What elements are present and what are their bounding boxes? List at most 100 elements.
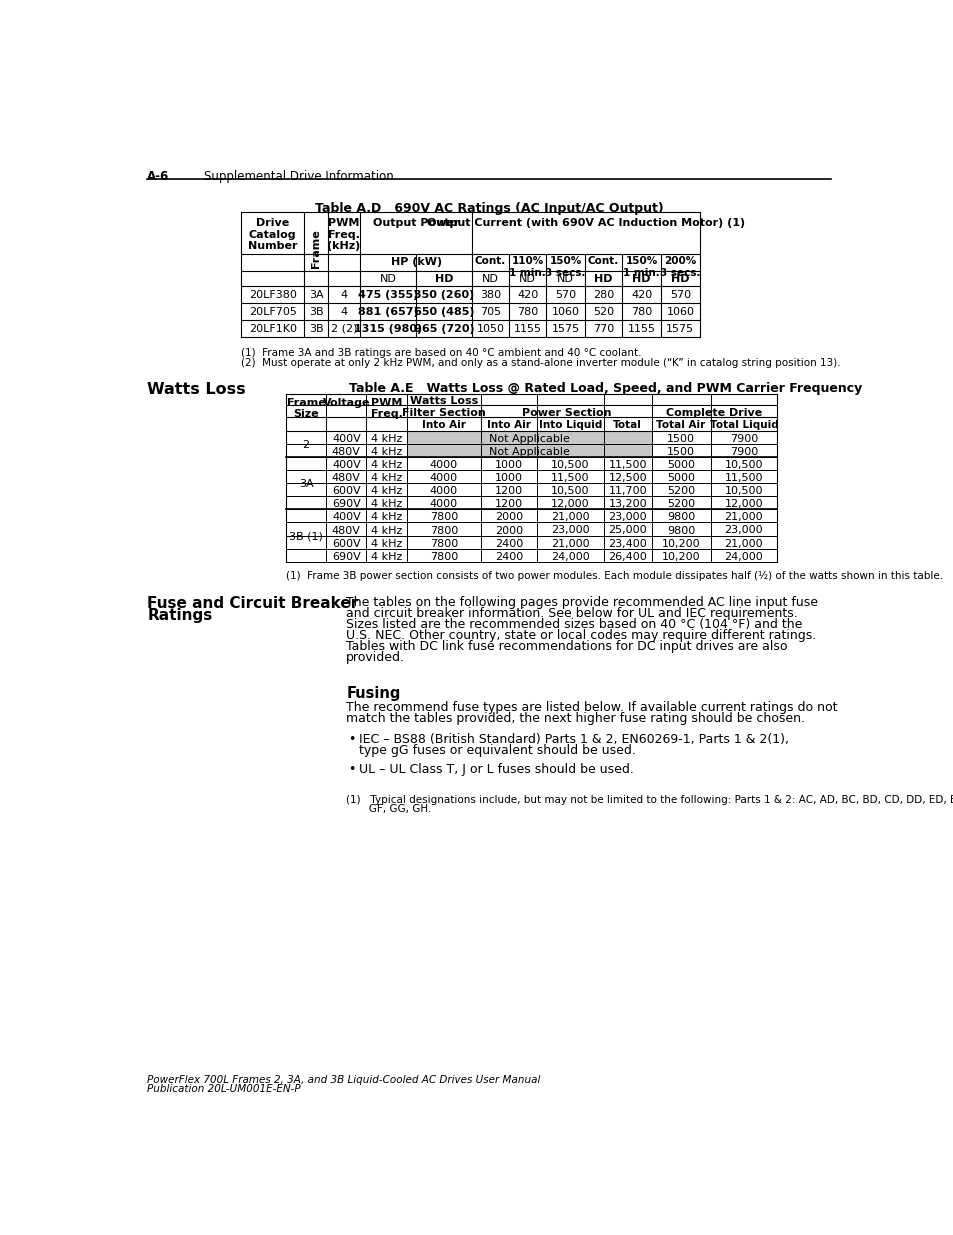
Text: Not Applicable: Not Applicable	[488, 433, 569, 443]
Text: Table A.D   690V AC Ratings (AC Input/AC Output): Table A.D 690V AC Ratings (AC Input/AC O…	[314, 203, 662, 215]
Text: 4000: 4000	[430, 499, 457, 509]
Text: 1315 (980): 1315 (980)	[354, 324, 422, 333]
Text: 600V: 600V	[332, 538, 360, 548]
Text: 25,000: 25,000	[608, 526, 646, 536]
Text: HP (kW): HP (kW)	[390, 257, 441, 267]
Text: 1155: 1155	[513, 324, 541, 333]
Text: 3B: 3B	[309, 324, 323, 333]
Text: Total Liquid: Total Liquid	[709, 420, 778, 430]
Text: 7900: 7900	[729, 433, 758, 443]
Text: HD: HD	[670, 274, 689, 284]
Text: UL – UL Class T, J or L fuses should be used.: UL – UL Class T, J or L fuses should be …	[358, 763, 633, 776]
Text: Sizes listed are the recommended sizes based on 40 °C (104 °F) and the: Sizes listed are the recommended sizes b…	[346, 618, 801, 631]
Text: 1200: 1200	[495, 499, 522, 509]
Text: IEC – BS88 (British Standard) Parts 1 & 2, EN60269-1, Parts 1 & 2(1),: IEC – BS88 (British Standard) Parts 1 & …	[358, 732, 788, 746]
Text: 23,400: 23,400	[608, 538, 646, 548]
Text: match the tables provided, the next higher fuse rating should be chosen.: match the tables provided, the next high…	[346, 713, 804, 725]
Text: Frame: Frame	[311, 230, 321, 268]
Text: 12,000: 12,000	[724, 499, 762, 509]
Text: A-6: A-6	[147, 169, 170, 183]
Text: 23,000: 23,000	[608, 513, 646, 522]
Text: 21,000: 21,000	[551, 538, 589, 548]
Text: 4000: 4000	[430, 473, 457, 483]
Text: Filter Section: Filter Section	[401, 408, 485, 417]
Text: 2 (2): 2 (2)	[331, 324, 356, 333]
Text: 20LF1K0: 20LF1K0	[249, 324, 296, 333]
Text: 10,500: 10,500	[724, 461, 762, 471]
Text: 2000: 2000	[495, 513, 522, 522]
Text: HD: HD	[632, 274, 650, 284]
Text: 2000: 2000	[495, 526, 522, 536]
Text: 480V: 480V	[332, 526, 360, 536]
Text: Output Current (with 690V AC Induction Motor) (1): Output Current (with 690V AC Induction M…	[426, 219, 744, 228]
Text: Total Air: Total Air	[656, 420, 705, 430]
Text: 23,000: 23,000	[551, 526, 589, 536]
Text: Fuse and Circuit Breaker: Fuse and Circuit Breaker	[147, 595, 358, 610]
Text: 3B (1): 3B (1)	[289, 531, 323, 542]
Text: 11,500: 11,500	[608, 461, 646, 471]
Text: 881 (657): 881 (657)	[357, 306, 418, 317]
Bar	[406, 431, 651, 443]
Text: The recommend fuse types are listed below. If available current ratings do not: The recommend fuse types are listed belo…	[346, 701, 837, 714]
Text: 12,500: 12,500	[608, 473, 646, 483]
Text: 12,000: 12,000	[551, 499, 589, 509]
Text: Into Air: Into Air	[421, 420, 465, 430]
Text: 1000: 1000	[495, 473, 522, 483]
Text: 3A: 3A	[309, 290, 323, 300]
Text: ND: ND	[518, 274, 536, 284]
Text: 1500: 1500	[666, 447, 695, 457]
Text: 1060: 1060	[665, 306, 694, 317]
Text: 420: 420	[630, 290, 652, 300]
Text: Voltage: Voltage	[322, 398, 370, 408]
Text: 1000: 1000	[495, 461, 522, 471]
Text: 400V: 400V	[332, 461, 360, 471]
Text: Supplemental Drive Information: Supplemental Drive Information	[204, 169, 394, 183]
Text: Watts Loss: Watts Loss	[147, 382, 246, 396]
Text: (2)  Must operate at only 2 kHz PWM, and only as a stand-alone inverter module (: (2) Must operate at only 2 kHz PWM, and …	[241, 358, 840, 368]
Text: 480V: 480V	[332, 473, 360, 483]
Text: 350 (260): 350 (260)	[414, 290, 474, 300]
Text: 10,500: 10,500	[551, 487, 589, 496]
Text: HD: HD	[435, 274, 453, 284]
Text: Watts Loss: Watts Loss	[410, 396, 477, 406]
Text: 690V: 690V	[332, 552, 360, 562]
Text: (1)  Frame 3A and 3B ratings are based on 40 °C ambient and 40 °C coolant.: (1) Frame 3A and 3B ratings are based on…	[241, 347, 640, 358]
Text: 7900: 7900	[729, 447, 758, 457]
Text: 10,200: 10,200	[661, 552, 700, 562]
Text: 4 kHz: 4 kHz	[371, 473, 402, 483]
Text: U.S. NEC. Other country, state or local codes may require different ratings.: U.S. NEC. Other country, state or local …	[346, 629, 816, 642]
Text: 2400: 2400	[495, 538, 522, 548]
Text: 1575: 1575	[551, 324, 579, 333]
Text: 4 kHz: 4 kHz	[371, 538, 402, 548]
Text: HD: HD	[594, 274, 612, 284]
Text: Power Section: Power Section	[521, 408, 611, 417]
Text: 1500: 1500	[666, 433, 695, 443]
Text: 21,000: 21,000	[551, 513, 589, 522]
Text: Total: Total	[613, 420, 641, 430]
Text: Tables with DC link fuse recommendations for DC input drives are also: Tables with DC link fuse recommendations…	[346, 640, 787, 653]
Text: Complete Drive: Complete Drive	[665, 408, 761, 417]
Text: 4 kHz: 4 kHz	[371, 433, 402, 443]
Text: provided.: provided.	[346, 651, 405, 664]
Bar	[406, 443, 651, 457]
Text: ND: ND	[481, 274, 498, 284]
Text: (1)   Typical designations include, but may not be limited to the following: Par: (1) Typical designations include, but ma…	[346, 795, 953, 805]
Text: Ratings: Ratings	[147, 608, 213, 622]
Text: 2: 2	[302, 440, 310, 450]
Text: 4000: 4000	[430, 487, 457, 496]
Text: Fusing: Fusing	[346, 685, 400, 700]
Text: 570: 570	[669, 290, 690, 300]
Text: 3A: 3A	[298, 479, 313, 489]
Text: Into Air: Into Air	[487, 420, 531, 430]
Text: 4 kHz: 4 kHz	[371, 499, 402, 509]
Text: 3B: 3B	[309, 306, 323, 317]
Text: 13,200: 13,200	[608, 499, 646, 509]
Text: 420: 420	[517, 290, 537, 300]
Text: 110%
1 min.: 110% 1 min.	[509, 256, 545, 278]
Text: PWM
Freq.
(kHz): PWM Freq. (kHz)	[327, 219, 360, 252]
Text: 400V: 400V	[332, 433, 360, 443]
Text: 4: 4	[340, 306, 347, 317]
Text: 380: 380	[479, 290, 500, 300]
Text: 23,000: 23,000	[724, 526, 762, 536]
Text: 21,000: 21,000	[724, 513, 762, 522]
